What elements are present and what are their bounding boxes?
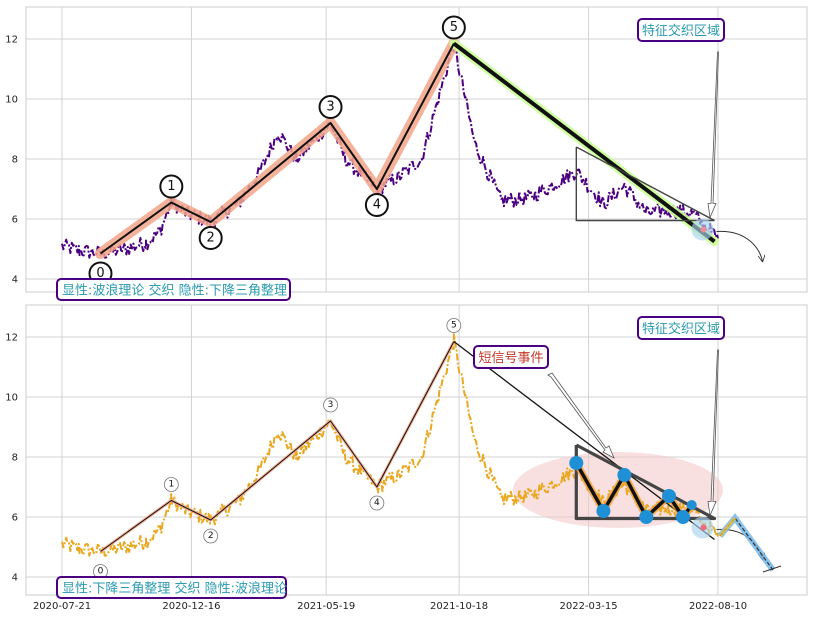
lower-zigzag-dots xyxy=(569,456,697,524)
y-tick-label: 10 xyxy=(5,393,18,404)
zigzag-point xyxy=(596,504,611,518)
upper-wave-line xyxy=(99,43,455,255)
lower-wave-labels: 0 1 2 3 4 5 xyxy=(93,318,462,579)
wave-label-circle xyxy=(323,397,338,413)
zigzag-point xyxy=(569,456,584,470)
zigzag-point xyxy=(686,500,697,510)
lower-zone-dot xyxy=(700,524,707,531)
wave-label-circle xyxy=(446,318,462,333)
lower-y-ticks: 4 6 8 10 12 xyxy=(5,333,18,584)
wave-label-circle xyxy=(159,174,184,199)
lower-event-arrow xyxy=(547,372,615,459)
upper-plot-area xyxy=(25,6,808,293)
upper-zone-label: 特征交织区域 xyxy=(642,23,720,39)
y-tick-label: 8 xyxy=(12,155,18,166)
upper-feature-label-box: 显性:波浪理论 交织 隐性:下降三角整理 xyxy=(56,278,291,301)
wave-label-circle xyxy=(318,95,343,119)
wave-label: 4 xyxy=(374,498,380,508)
x-tick-label: 2021-10-18 xyxy=(430,601,488,612)
wave-label: 5 xyxy=(450,20,458,35)
projection-accent xyxy=(718,517,737,537)
upper-feature-label: 显性:波浪理论 交织 隐性:下降三角整理 xyxy=(62,283,287,299)
zigzag-point xyxy=(639,510,654,524)
lower-zone-label-box: 特征交织区域 xyxy=(637,316,725,340)
y-tick-label: 8 xyxy=(12,453,18,464)
lower-zone-arrow xyxy=(707,349,719,517)
wave-label-circle xyxy=(364,193,389,217)
lower-zone-label: 特征交织区域 xyxy=(642,321,720,337)
y-tick-label: 4 xyxy=(12,573,18,584)
wave-label: 3 xyxy=(328,400,334,410)
wave-label: 1 xyxy=(168,480,174,490)
x-tick-label: 2020-07-21 xyxy=(33,601,91,612)
upper-triangle xyxy=(575,146,715,222)
lower-downtrend-line xyxy=(453,340,715,541)
lower-plot-area xyxy=(25,304,808,596)
upper-curved-arrow xyxy=(716,230,763,261)
x-tick-label: 2021-05-19 xyxy=(297,601,355,612)
lower-projection xyxy=(717,513,782,573)
x-tick-label: 2020-12-16 xyxy=(162,601,220,612)
wave-label-circle xyxy=(369,495,385,511)
zigzag-point xyxy=(662,489,677,503)
lower-event-label-box: 短信号事件 xyxy=(473,345,549,369)
x-tick-label: 2022-08-10 xyxy=(689,601,747,612)
wave-label: 4 xyxy=(373,198,381,213)
upper-downtrend-line xyxy=(452,41,716,244)
wave-label: 0 xyxy=(98,567,104,577)
upper-zone-label-box: 特征交织区域 xyxy=(637,18,725,42)
lower-x-ticks: 2020-07-21 2020-12-16 2021-05-19 2021-10-18… xyxy=(33,601,747,612)
lower-event-label: 短信号事件 xyxy=(478,351,543,366)
wave-label: 3 xyxy=(326,100,334,115)
y-tick-label: 6 xyxy=(12,215,18,226)
wave-label: 2 xyxy=(208,531,214,541)
wave-label: 2 xyxy=(207,231,215,246)
x-tick-label: 2022-03-15 xyxy=(559,601,617,612)
wave-label-circle xyxy=(198,226,223,250)
wave-label: 0 xyxy=(96,266,104,281)
upper-zone-dot xyxy=(700,226,707,233)
wave-label: 5 xyxy=(451,321,457,331)
y-tick-label: 10 xyxy=(5,95,18,106)
y-tick-label: 6 xyxy=(12,513,18,524)
zigzag-point xyxy=(617,468,632,482)
wave-label-circle xyxy=(441,15,466,40)
upper-y-ticks: 4 6 8 10 12 xyxy=(5,35,18,286)
y-tick-label: 12 xyxy=(5,35,18,46)
upper-zone-arrow xyxy=(707,51,719,219)
lower-feature-label-box: 显性:下降三角整理 交织 隐性:波浪理论 xyxy=(56,576,287,599)
wave-label-circle xyxy=(203,528,219,544)
lower-wave-line xyxy=(100,341,455,552)
projection-cap xyxy=(762,565,782,573)
wave-label: 1 xyxy=(167,179,175,194)
lower-feature-label: 显性:下降三角整理 交织 隐性:波浪理论 xyxy=(62,581,287,597)
zigzag-point xyxy=(676,510,691,524)
wave-label-circle xyxy=(163,477,179,492)
y-tick-label: 12 xyxy=(5,333,18,344)
y-tick-label: 4 xyxy=(12,275,18,286)
